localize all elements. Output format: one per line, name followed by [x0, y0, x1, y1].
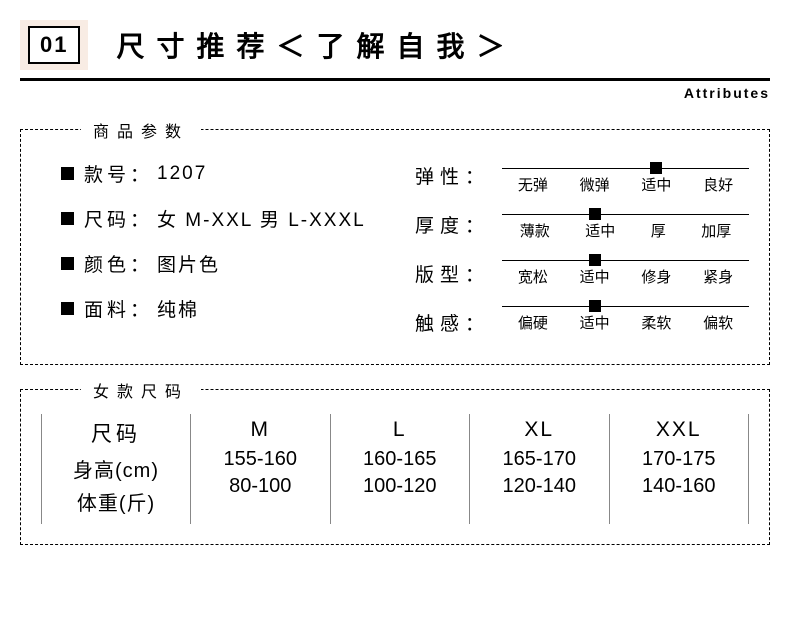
- spec-item: 款号：1207: [61, 160, 391, 187]
- property-label: 厚度：: [415, 211, 490, 238]
- table-column: XXL 170-175 140-160: [610, 414, 750, 524]
- bullet-icon: [61, 302, 74, 315]
- slider-option: 微弹: [580, 174, 610, 195]
- bullet-icon: [61, 167, 74, 180]
- size-cell: L: [347, 418, 454, 442]
- spec-value: 女 M-XXL 男 L-XXXL: [157, 205, 366, 232]
- slider-option: 紧身: [703, 266, 733, 287]
- table-column: M 155-160 80-100: [191, 414, 331, 524]
- size-cell: XXL: [626, 418, 733, 442]
- weight-cell: 100-120: [347, 475, 454, 498]
- row-header: 体重(斤): [58, 487, 174, 516]
- slider-indicator: [589, 254, 601, 266]
- table-column: L 160-165 100-120: [331, 414, 471, 524]
- slider-option: 良好: [703, 174, 733, 195]
- slider-indicator: [650, 162, 662, 174]
- bullet-icon: [61, 257, 74, 270]
- header: 01 尺寸推荐＜了解自我＞: [20, 20, 770, 81]
- slider-row: 偏硬 适中 柔软 偏软: [502, 298, 749, 334]
- slider-option: 无弹: [518, 174, 548, 195]
- slider-indicator: [589, 208, 601, 220]
- table-row-headers: 尺码身高(cm) 体重(斤): [41, 414, 191, 524]
- slider-row: 无弹 微弹 适中 良好: [502, 160, 749, 196]
- page-title: 尺寸推荐＜了解自我＞: [116, 25, 516, 65]
- property-label: 版型：: [415, 260, 490, 287]
- slider-option: 适中: [580, 312, 610, 333]
- height-cell: 170-175: [626, 448, 733, 471]
- row-header: 尺码: [58, 418, 174, 448]
- slider-indicator: [589, 300, 601, 312]
- slider-options: 偏硬 适中 柔软 偏软: [502, 312, 749, 333]
- size-cell: XL: [486, 418, 593, 442]
- spec-label: 颜色：: [84, 250, 153, 277]
- product-params-box: 商品参数 款号：1207尺码：女 M-XXL 男 L-XXXL颜色：图片色面料：…: [20, 129, 770, 365]
- slider-option: 宽松: [518, 266, 548, 287]
- slider-line: [502, 306, 749, 307]
- property-sliders: 弹性：厚度：版型：触感： 无弹微弹适中良好薄款适中厚加厚宽松适中修身紧身偏硬适中…: [415, 160, 749, 340]
- slider-option: 偏硬: [518, 312, 548, 333]
- spec-label: 款号：: [84, 160, 153, 187]
- bullet-icon: [61, 212, 74, 225]
- badge-number: 01: [28, 26, 80, 64]
- slider-option: 偏软: [703, 312, 733, 333]
- weight-cell: 80-100: [207, 475, 314, 498]
- slider-options: 无弹 微弹 适中 良好: [502, 174, 749, 195]
- height-cell: 160-165: [347, 448, 454, 471]
- slider-line: [502, 260, 749, 261]
- weight-cell: 120-140: [486, 475, 593, 498]
- height-cell: 155-160: [207, 448, 314, 471]
- slider-option: 加厚: [701, 220, 731, 241]
- height-cell: 165-170: [486, 448, 593, 471]
- slider-option: 适中: [641, 174, 671, 195]
- slider-line: [502, 214, 749, 215]
- slider-option: 柔软: [641, 312, 671, 333]
- slider-options: 宽松 适中 修身 紧身: [502, 266, 749, 287]
- spec-item: 面料：纯棉: [61, 295, 391, 322]
- size-table-box: 女款尺码 尺码身高(cm)体重(斤)M155-16080-100L160-165…: [20, 389, 770, 545]
- subtitle: Attributes: [20, 85, 770, 101]
- weight-cell: 140-160: [626, 475, 733, 498]
- property-label: 触感：: [415, 309, 490, 336]
- slider-row: 宽松 适中 修身 紧身: [502, 252, 749, 288]
- spec-value: 纯棉: [157, 295, 199, 322]
- size-table: 尺码身高(cm) 体重(斤) M 155-160 80-100 L 160-165 100-1…: [41, 414, 749, 524]
- slider-row: 薄款 适中 厚 加厚: [502, 206, 749, 242]
- section-badge: 01: [20, 20, 88, 70]
- slider-options: 薄款 适中 厚 加厚: [502, 220, 749, 241]
- slider-option: 修身: [641, 266, 671, 287]
- row-header: 身高(cm): [58, 454, 174, 483]
- spec-list: 款号：1207尺码：女 M-XXL 男 L-XXXL颜色：图片色面料：纯棉: [61, 160, 391, 340]
- spec-label: 面料：: [84, 295, 153, 322]
- size-table-legend: 女款尺码: [81, 378, 201, 402]
- slider-option: 薄款: [520, 220, 550, 241]
- spec-label: 尺码：: [84, 205, 153, 232]
- slider-option: 厚: [651, 220, 666, 241]
- size-cell: M: [207, 418, 314, 442]
- slider-option: 适中: [580, 266, 610, 287]
- spec-item: 颜色：图片色: [61, 250, 391, 277]
- slider-option: 适中: [585, 220, 615, 241]
- spec-item: 尺码：女 M-XXL 男 L-XXXL: [61, 205, 391, 232]
- property-label: 弹性：: [415, 162, 490, 189]
- table-column: XL 165-170 120-140: [470, 414, 610, 524]
- spec-value: 图片色: [157, 250, 220, 277]
- spec-value: 1207: [157, 163, 207, 185]
- params-legend: 商品参数: [81, 118, 201, 142]
- slider-line: [502, 168, 749, 169]
